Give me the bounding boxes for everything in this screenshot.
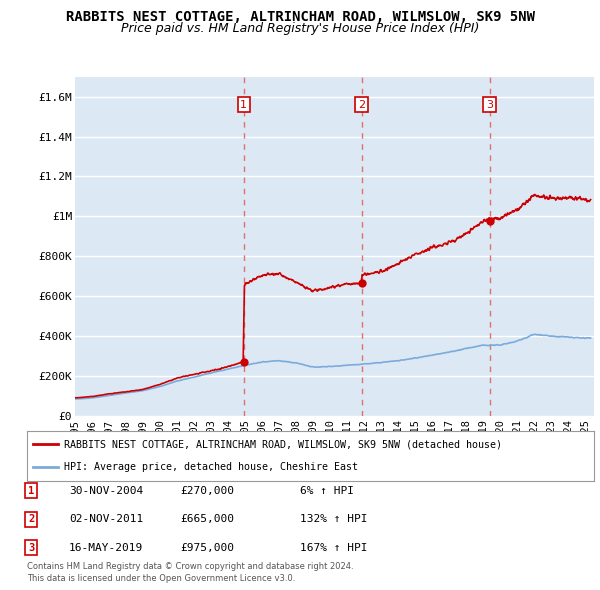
Text: RABBITS NEST COTTAGE, ALTRINCHAM ROAD, WILMSLOW, SK9 5NW: RABBITS NEST COTTAGE, ALTRINCHAM ROAD, W… bbox=[65, 10, 535, 24]
Text: 3: 3 bbox=[486, 100, 493, 110]
Text: Price paid vs. HM Land Registry's House Price Index (HPI): Price paid vs. HM Land Registry's House … bbox=[121, 22, 479, 35]
Text: £270,000: £270,000 bbox=[180, 486, 234, 496]
Text: 02-NOV-2011: 02-NOV-2011 bbox=[69, 514, 143, 524]
Text: 2: 2 bbox=[28, 514, 34, 524]
Text: 16-MAY-2019: 16-MAY-2019 bbox=[69, 543, 143, 552]
Text: 30-NOV-2004: 30-NOV-2004 bbox=[69, 486, 143, 496]
Text: 6% ↑ HPI: 6% ↑ HPI bbox=[300, 486, 354, 496]
Text: £975,000: £975,000 bbox=[180, 543, 234, 552]
Text: 167% ↑ HPI: 167% ↑ HPI bbox=[300, 543, 367, 552]
Text: 3: 3 bbox=[28, 543, 34, 552]
Text: 132% ↑ HPI: 132% ↑ HPI bbox=[300, 514, 367, 524]
Text: RABBITS NEST COTTAGE, ALTRINCHAM ROAD, WILMSLOW, SK9 5NW (detached house): RABBITS NEST COTTAGE, ALTRINCHAM ROAD, W… bbox=[64, 439, 502, 449]
Text: 1: 1 bbox=[28, 486, 34, 496]
Text: 1: 1 bbox=[241, 100, 247, 110]
Text: £665,000: £665,000 bbox=[180, 514, 234, 524]
Text: Contains HM Land Registry data © Crown copyright and database right 2024.: Contains HM Land Registry data © Crown c… bbox=[27, 562, 353, 571]
Text: This data is licensed under the Open Government Licence v3.0.: This data is licensed under the Open Gov… bbox=[27, 574, 295, 583]
Text: 2: 2 bbox=[358, 100, 365, 110]
Text: HPI: Average price, detached house, Cheshire East: HPI: Average price, detached house, Ches… bbox=[64, 463, 358, 473]
